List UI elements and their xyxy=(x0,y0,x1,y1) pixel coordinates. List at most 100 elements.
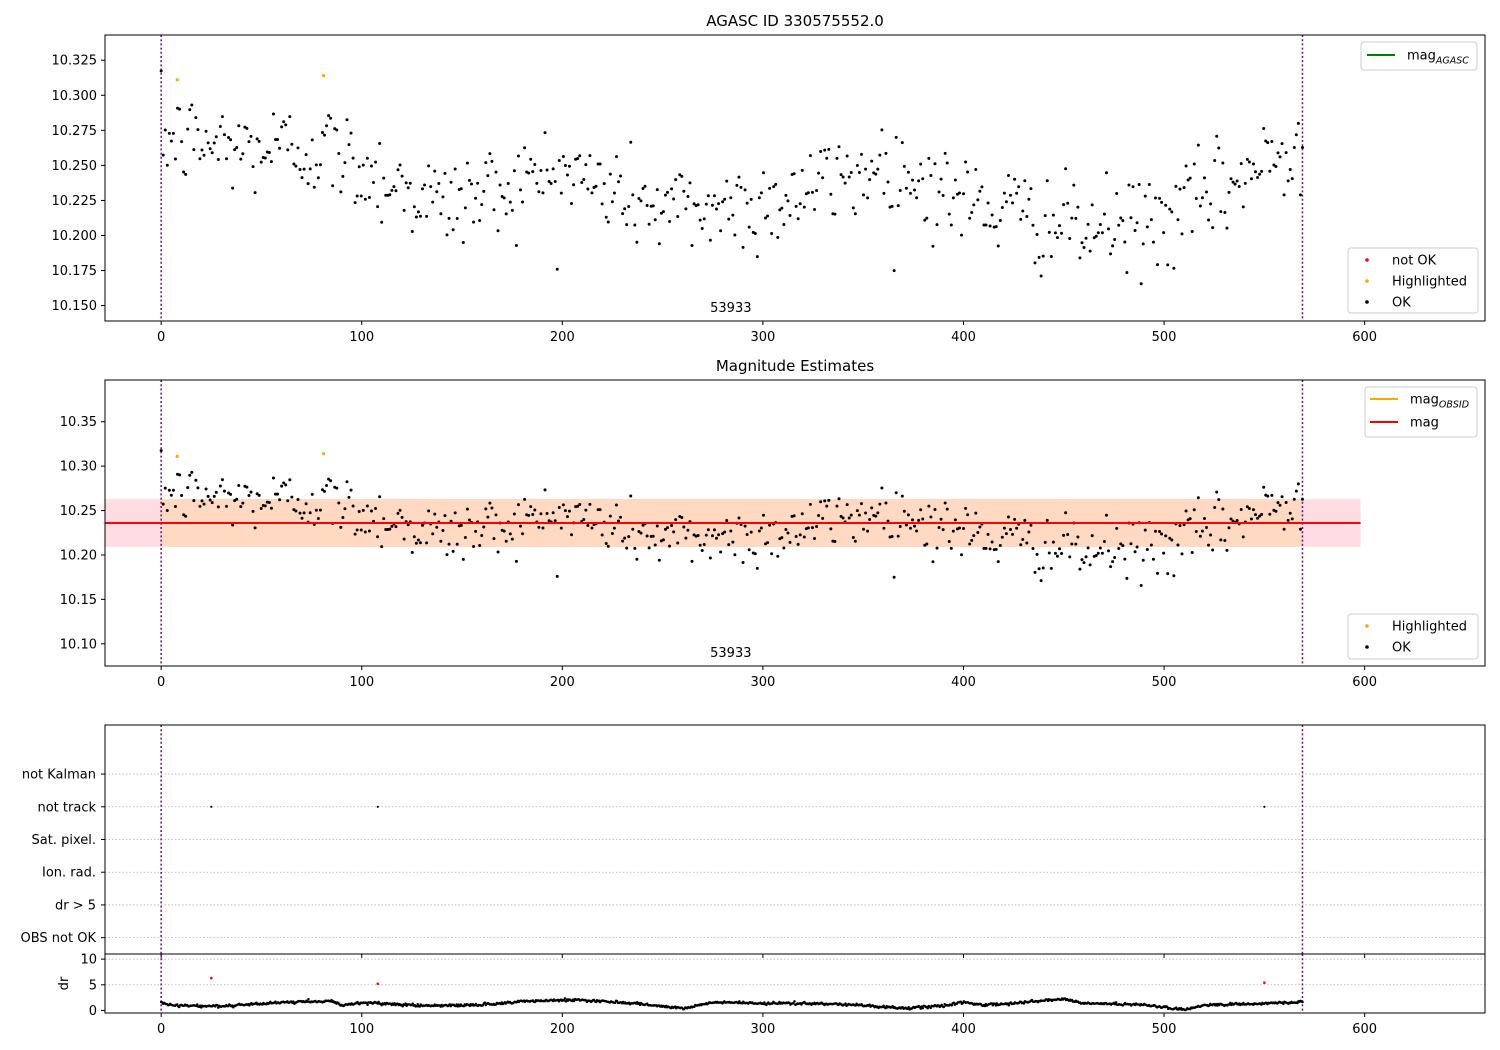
p1-ok-point xyxy=(367,196,371,200)
p1-ok-point xyxy=(927,156,931,160)
p1-ok-point xyxy=(996,244,1000,248)
p1-ok-point xyxy=(892,269,896,273)
p1-ok-point xyxy=(1231,180,1235,184)
p1-ok-point xyxy=(874,172,878,176)
p2-ok-point xyxy=(539,512,543,516)
p1-ok-point xyxy=(896,204,900,208)
panel1-legend-highlighted-handle xyxy=(1365,279,1369,283)
p2-ok-point xyxy=(431,532,435,536)
p2-ok-point xyxy=(929,515,933,519)
p2-ok-point xyxy=(1276,501,1280,505)
p2-ok-point xyxy=(1123,557,1127,561)
dr-point xyxy=(637,1001,641,1005)
dr-point xyxy=(404,1002,407,1005)
p1-ok-point xyxy=(1135,221,1139,225)
p2-ok-point xyxy=(1019,543,1023,547)
p2-ok-point xyxy=(280,484,284,488)
p2-ok-point xyxy=(1002,526,1006,530)
p2-ok-point xyxy=(933,508,937,511)
y-tick-label-1-10.25: 10.25 xyxy=(60,504,97,519)
p1-ok-point xyxy=(1064,167,1068,171)
p2-ok-point xyxy=(819,500,823,504)
p1-ok-point xyxy=(519,188,522,192)
p1-ok-point xyxy=(741,245,745,249)
p1-ok-point xyxy=(837,145,841,149)
p1-ok-point xyxy=(288,115,292,119)
p1-ok-point xyxy=(786,199,790,203)
p1-ok-point xyxy=(655,188,659,192)
p2-ok-point xyxy=(708,556,712,560)
p2-ok-point xyxy=(1190,550,1194,554)
p2-ok-point xyxy=(1239,507,1243,511)
p1-ok-point xyxy=(343,161,347,165)
p1-ok-point xyxy=(690,244,694,248)
p1-ok-point xyxy=(1153,196,1157,200)
p1-ok-point xyxy=(715,207,718,211)
p1-ok-point xyxy=(584,163,588,167)
dr-outlier-group xyxy=(210,976,1266,986)
p1-ok-point xyxy=(929,173,933,177)
p2-ok-point xyxy=(886,519,890,523)
p1-ok-point xyxy=(898,189,902,193)
p2-ok-point xyxy=(655,524,659,528)
p1-ok-point xyxy=(276,137,280,141)
p2-ok-point xyxy=(1070,542,1074,546)
p1-ok-point xyxy=(925,216,929,220)
p2-ok-point xyxy=(1027,530,1031,534)
dr-point xyxy=(929,1006,932,1010)
p2-ok-point xyxy=(1249,517,1253,521)
p2-ok-point xyxy=(278,498,282,502)
p2-ok-point xyxy=(1129,542,1133,546)
p2-ok-point xyxy=(1047,551,1051,555)
p1-ok-point xyxy=(237,124,241,128)
p2-ok-point xyxy=(859,502,863,506)
p1-ok-point xyxy=(341,174,345,178)
p1-ok-point xyxy=(808,154,812,158)
p1-ok-point xyxy=(382,176,386,180)
p2-ok-point xyxy=(1141,558,1145,562)
dr-axis-label: dr xyxy=(57,976,72,990)
p2-ok-point xyxy=(269,506,273,510)
p1-ok-point xyxy=(802,205,806,209)
p1-ok-point xyxy=(1280,142,1284,146)
flag-dr-gt-5-point xyxy=(210,805,213,808)
p1-ok-point xyxy=(1058,224,1062,228)
p2-ok-point xyxy=(210,501,214,505)
p1-ok-point xyxy=(1243,181,1247,185)
p1-ok-point xyxy=(412,205,416,209)
p2-ok-point xyxy=(904,523,908,527)
p2-ok-point xyxy=(706,528,710,532)
p2-ok-point xyxy=(1086,546,1090,550)
p1-ok-point xyxy=(1300,146,1304,149)
p1-ok-point xyxy=(949,223,953,227)
p1-ok-point xyxy=(727,217,731,221)
p1-ok-point xyxy=(576,156,580,160)
p2-ok-point xyxy=(212,494,216,498)
p2-ok-point xyxy=(600,533,604,537)
p2-ok-point xyxy=(925,542,929,546)
p2-ok-point xyxy=(851,535,855,539)
p2-ok-point xyxy=(663,527,667,531)
p1-ok-point xyxy=(447,216,451,220)
p2-ok-point xyxy=(578,502,582,506)
p1-ok-point xyxy=(900,141,904,145)
p2-ok-point xyxy=(1153,529,1157,533)
dr-point xyxy=(306,1000,309,1003)
p2-ok-point xyxy=(1262,485,1266,489)
p2-ok-point xyxy=(231,523,235,527)
p2-ok-point xyxy=(984,546,988,550)
p1-ok-point xyxy=(302,167,306,171)
p1-ok-point xyxy=(704,202,708,206)
p1-ok-point xyxy=(214,135,218,139)
p2-ok-point xyxy=(1296,482,1300,486)
p2-ok-point xyxy=(357,509,361,513)
p1-ok-point xyxy=(372,180,375,184)
panel1-legend-highlighted-label: Highlighted xyxy=(1392,275,1467,290)
p2-ok-point xyxy=(998,543,1002,547)
flag-label-not-kalman: not Kalman xyxy=(22,768,96,783)
p2-ok-point xyxy=(829,527,833,531)
p2-ok-point xyxy=(755,566,759,570)
p2-ok-point xyxy=(717,533,721,537)
p2-ok-point xyxy=(690,559,694,563)
p1-ok-point xyxy=(222,133,226,137)
